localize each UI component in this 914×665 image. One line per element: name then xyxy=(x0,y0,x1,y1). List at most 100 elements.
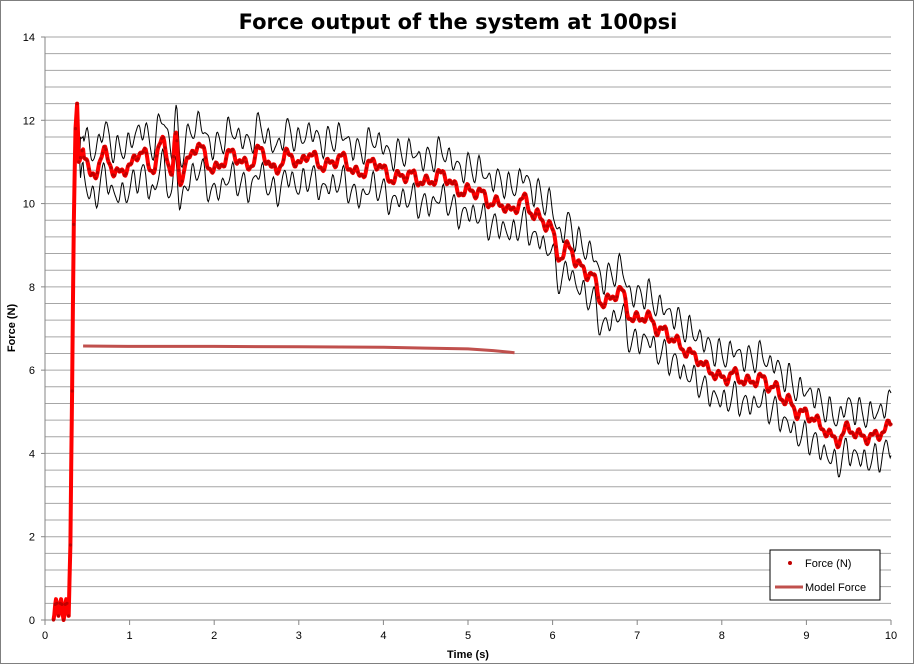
y-axis-label: Force (N) xyxy=(6,304,18,353)
force-point xyxy=(525,202,529,206)
force-point xyxy=(803,406,807,411)
force-point xyxy=(857,427,861,431)
force-point xyxy=(153,167,157,171)
force-point xyxy=(107,161,111,166)
force-point xyxy=(784,400,788,404)
force-point xyxy=(549,223,553,227)
force-point xyxy=(463,191,467,195)
force-point xyxy=(178,183,182,187)
x-tick-label: 10 xyxy=(885,630,897,642)
force-point xyxy=(791,404,795,408)
force-point xyxy=(735,372,739,376)
force-point xyxy=(319,165,323,169)
force-point xyxy=(544,229,548,233)
x-tick-label: 5 xyxy=(465,630,471,642)
force-point xyxy=(180,179,184,183)
force-point xyxy=(451,182,455,186)
force-point xyxy=(561,256,565,260)
force-point xyxy=(540,218,545,222)
y-tick-label: 14 xyxy=(23,32,35,44)
force-point xyxy=(356,170,360,174)
force-point xyxy=(635,311,639,315)
force-point xyxy=(432,183,436,187)
force-point xyxy=(177,168,181,172)
force-point xyxy=(60,602,64,607)
force-point xyxy=(747,376,751,380)
force-point xyxy=(326,157,330,161)
y-tick-label: 10 xyxy=(23,199,35,211)
force-point xyxy=(232,153,237,157)
force-point xyxy=(721,374,726,378)
force-point xyxy=(654,331,658,335)
force-point xyxy=(354,165,358,169)
force-point xyxy=(116,167,120,171)
force-point xyxy=(425,176,429,180)
legend-box xyxy=(769,549,881,601)
force-point xyxy=(481,189,485,193)
force-point xyxy=(244,160,248,164)
force-point xyxy=(212,166,216,170)
force-point xyxy=(121,168,125,172)
force-point xyxy=(777,394,781,398)
force-point xyxy=(486,205,490,209)
force-point xyxy=(696,363,700,367)
force-point xyxy=(363,174,367,178)
force-point xyxy=(718,372,722,376)
force-point xyxy=(400,173,404,177)
force-point xyxy=(364,166,369,170)
force-point xyxy=(385,171,389,175)
force-point xyxy=(290,155,294,159)
force-point xyxy=(512,205,516,210)
x-tick-label: 0 xyxy=(42,630,48,642)
force-point xyxy=(68,543,72,547)
force-point xyxy=(104,147,108,151)
force-point xyxy=(655,333,660,337)
force-point xyxy=(310,153,314,157)
force-point xyxy=(606,293,611,297)
force-point xyxy=(836,445,841,449)
force-point xyxy=(500,203,504,207)
force-point xyxy=(95,171,100,175)
force-point xyxy=(168,170,172,174)
force-point xyxy=(413,174,418,178)
force-point xyxy=(77,160,81,164)
force-point xyxy=(268,163,272,167)
x-tick-label: 1 xyxy=(127,630,133,642)
force-point xyxy=(850,430,854,434)
y-tick-label: 2 xyxy=(29,532,35,544)
force-point xyxy=(772,384,776,388)
force-point xyxy=(534,212,538,216)
force-point xyxy=(454,183,458,187)
force-point xyxy=(466,183,470,187)
force-point xyxy=(276,170,281,174)
force-point xyxy=(754,384,758,388)
force-point xyxy=(292,162,296,166)
force-point xyxy=(843,423,847,428)
force-point xyxy=(879,434,883,438)
force-point xyxy=(677,342,682,346)
force-point xyxy=(618,285,622,289)
force-point xyxy=(483,191,487,195)
force-point xyxy=(210,171,215,175)
force-point xyxy=(397,171,401,175)
force-point xyxy=(195,145,199,150)
force-point xyxy=(523,192,528,197)
force-point xyxy=(530,214,534,218)
force-point xyxy=(420,182,424,186)
force-point xyxy=(808,419,812,423)
force-point xyxy=(324,160,328,164)
force-point xyxy=(727,377,731,382)
force-point xyxy=(405,176,409,180)
force-point xyxy=(684,355,688,359)
force-point xyxy=(315,161,319,165)
force-point xyxy=(644,318,648,322)
force-point xyxy=(256,144,260,148)
force-point xyxy=(166,163,171,167)
model-force-line xyxy=(83,344,515,355)
force-point xyxy=(537,212,541,216)
force-point xyxy=(194,152,198,156)
force-point xyxy=(300,156,304,160)
force-point xyxy=(491,202,495,206)
force-point xyxy=(652,322,656,326)
